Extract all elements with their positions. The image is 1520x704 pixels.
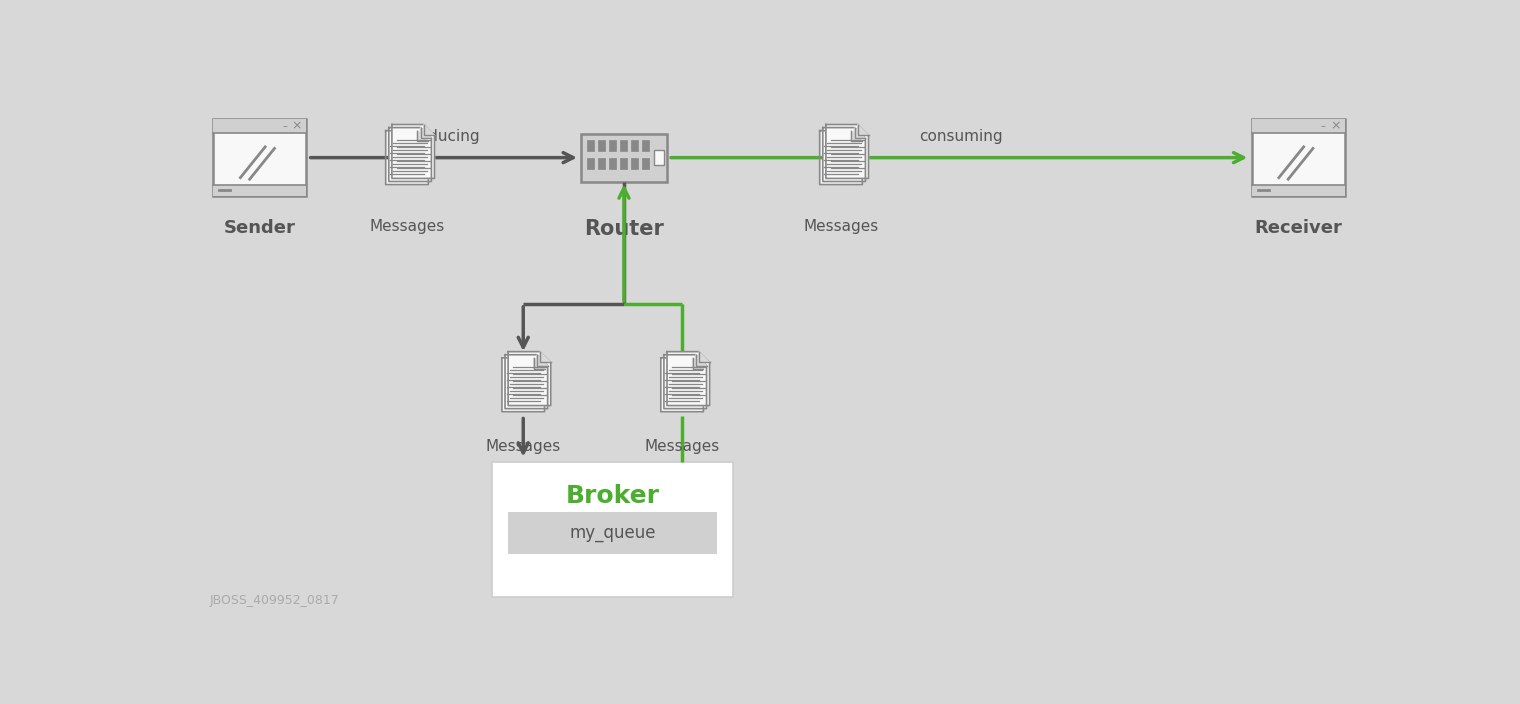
Bar	[620, 140, 626, 151]
Bar	[641, 140, 649, 151]
Polygon shape	[508, 352, 550, 406]
Polygon shape	[825, 125, 868, 178]
Polygon shape	[540, 352, 550, 363]
Bar	[597, 158, 605, 169]
Polygon shape	[418, 131, 429, 142]
Bar	[597, 140, 605, 151]
Polygon shape	[696, 355, 707, 365]
Polygon shape	[667, 352, 710, 406]
Polygon shape	[819, 131, 862, 184]
Bar	[608, 158, 616, 169]
Text: my_queue: my_queue	[568, 524, 655, 542]
FancyBboxPatch shape	[581, 134, 667, 182]
Text: Messages: Messages	[485, 439, 561, 453]
Polygon shape	[661, 358, 704, 412]
Text: producing: producing	[404, 129, 480, 144]
FancyBboxPatch shape	[213, 119, 306, 133]
Polygon shape	[857, 125, 868, 135]
Polygon shape	[392, 125, 435, 178]
Text: –: –	[283, 121, 287, 131]
Bar	[641, 158, 649, 169]
Polygon shape	[534, 358, 544, 369]
Text: consuming: consuming	[920, 129, 1003, 144]
FancyBboxPatch shape	[213, 184, 306, 196]
Polygon shape	[822, 127, 865, 182]
Text: JBOSS_409952_0817: JBOSS_409952_0817	[210, 594, 339, 608]
Polygon shape	[421, 127, 432, 139]
FancyBboxPatch shape	[508, 512, 717, 554]
FancyBboxPatch shape	[1252, 119, 1345, 196]
Text: –: –	[1321, 121, 1325, 131]
Polygon shape	[854, 127, 865, 139]
Text: ×: ×	[292, 120, 302, 132]
Bar	[631, 158, 638, 169]
Text: Messages: Messages	[644, 439, 720, 453]
Text: ×: ×	[1330, 120, 1341, 132]
FancyBboxPatch shape	[1252, 119, 1345, 133]
Bar	[631, 140, 638, 151]
Polygon shape	[505, 355, 547, 408]
Bar	[587, 140, 594, 151]
FancyBboxPatch shape	[1252, 184, 1345, 196]
Text: Router: Router	[584, 219, 664, 239]
Text: Messages: Messages	[369, 219, 445, 234]
Polygon shape	[664, 355, 707, 408]
Bar	[587, 158, 594, 169]
Text: Sender: Sender	[223, 219, 296, 237]
Polygon shape	[537, 355, 547, 365]
Text: Broker: Broker	[565, 484, 660, 508]
FancyBboxPatch shape	[213, 119, 306, 196]
Bar	[654, 150, 664, 165]
Polygon shape	[693, 358, 704, 369]
Polygon shape	[389, 127, 432, 182]
FancyBboxPatch shape	[492, 462, 733, 596]
Polygon shape	[699, 352, 710, 363]
Bar	[608, 140, 616, 151]
Text: Receiver: Receiver	[1254, 219, 1342, 237]
Bar	[620, 158, 626, 169]
Polygon shape	[851, 131, 862, 142]
Text: Messages: Messages	[804, 219, 879, 234]
Polygon shape	[502, 358, 544, 412]
Polygon shape	[424, 125, 435, 135]
Polygon shape	[386, 131, 429, 184]
